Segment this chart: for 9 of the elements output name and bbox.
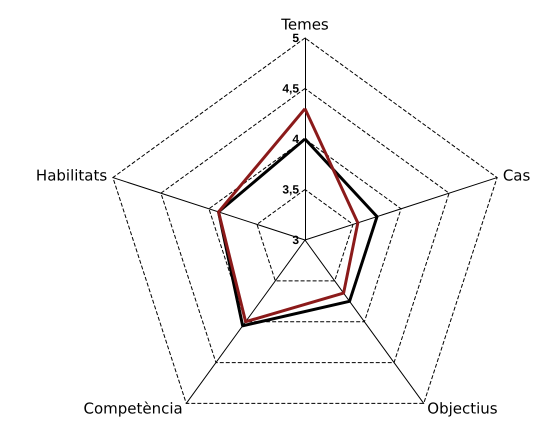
y-tick-label: 5 — [292, 31, 300, 45]
spoke-label: Objectius — [427, 399, 498, 418]
y-tick-label: 4,5 — [282, 82, 300, 96]
spoke-label: Temes — [280, 16, 329, 34]
spoke-label: Habilitats — [36, 166, 108, 185]
spoke-label: Cas — [502, 166, 530, 185]
spoke-label: Competència — [83, 399, 183, 418]
y-tick-label: 4 — [292, 132, 300, 146]
y-tick-label: 3,5 — [282, 182, 300, 196]
